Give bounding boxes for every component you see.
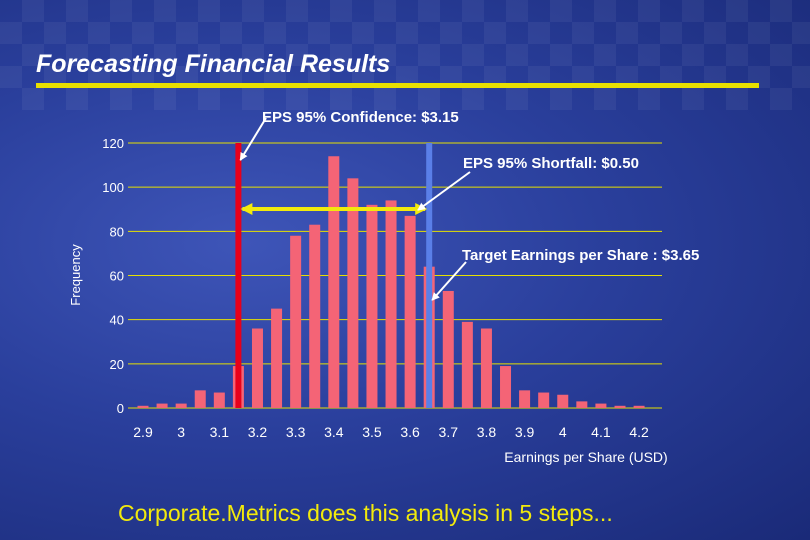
chart-axis-ticks: 0 20 40 60 80 100 120 2.9 3 3.1 3.2 3.3 3.4 3.5 3.6 3.7… xyxy=(102,136,649,440)
x-tick-label: 3.7 xyxy=(439,424,459,440)
y-tick-label: 120 xyxy=(102,136,124,151)
target-pointer-arrow xyxy=(431,261,467,301)
histogram-bar xyxy=(538,392,550,408)
y-tick-label: 60 xyxy=(110,269,124,284)
histogram-bar xyxy=(480,328,492,408)
histogram-bar xyxy=(194,390,206,408)
x-tick-label: 4.1 xyxy=(591,424,611,440)
histogram-bar xyxy=(385,200,397,408)
x-tick-label: 3 xyxy=(177,424,185,440)
chart-overlays: EPS 95% Confidence: $3.15 EPS 95% Shortf… xyxy=(235,109,699,408)
y-tick-label: 20 xyxy=(110,357,124,372)
x-tick-label: 3.9 xyxy=(515,424,535,440)
title-underline xyxy=(36,83,759,88)
histogram-bar xyxy=(576,401,588,408)
histogram-bar xyxy=(404,215,416,408)
histogram-bar xyxy=(461,321,473,408)
histogram-bar xyxy=(156,403,168,408)
x-tick-label: 3.5 xyxy=(362,424,382,440)
target-label: Target Earnings per Share : $3.65 xyxy=(462,247,699,264)
histogram-bar xyxy=(251,328,263,408)
histogram-bar xyxy=(595,403,607,408)
x-tick-label: 3.1 xyxy=(210,424,230,440)
histogram-bar xyxy=(347,178,359,408)
slide-title: Forecasting Financial Results xyxy=(36,50,391,78)
x-tick-label: 3.6 xyxy=(400,424,420,440)
y-tick-label: 40 xyxy=(110,313,124,328)
chart-bars xyxy=(137,156,645,408)
x-tick-label: 4.2 xyxy=(629,424,649,440)
x-tick-label: 2.9 xyxy=(133,424,153,440)
histogram-bar xyxy=(137,405,149,408)
footer-caption: Corporate.Metrics does this analysis in … xyxy=(118,500,613,526)
x-tick-label: 3.8 xyxy=(477,424,497,440)
histogram-bar xyxy=(175,403,187,408)
histogram-bar xyxy=(290,235,302,408)
histogram-bar xyxy=(500,366,512,408)
confidence-pointer-arrow xyxy=(239,117,267,161)
x-axis-label: Earnings per Share (USD) xyxy=(504,449,667,465)
background-pattern xyxy=(0,0,810,110)
shortfall-pointer-arrow xyxy=(417,171,471,211)
x-tick-label: 4 xyxy=(559,424,567,440)
histogram-bar xyxy=(271,308,283,408)
histogram-bar xyxy=(519,390,531,408)
x-tick-label: 3.2 xyxy=(248,424,268,440)
histogram-bar xyxy=(633,405,645,408)
histogram-bar xyxy=(557,394,569,408)
shortfall-label: EPS 95% Shortfall: $0.50 xyxy=(463,155,639,172)
y-tick-label: 80 xyxy=(110,224,124,239)
histogram-bar xyxy=(309,224,321,408)
histogram-bar xyxy=(213,392,225,408)
y-axis-label: Frequency xyxy=(68,244,83,306)
histogram-bar xyxy=(328,156,340,408)
y-tick-label: 0 xyxy=(117,401,124,416)
y-tick-label: 100 xyxy=(102,180,124,195)
x-tick-label: 3.3 xyxy=(286,424,306,440)
histogram-bar xyxy=(366,204,378,408)
confidence-label: EPS 95% Confidence: $3.15 xyxy=(262,109,459,126)
histogram-bar xyxy=(442,290,454,408)
x-tick-label: 3.4 xyxy=(324,424,344,440)
histogram-bar xyxy=(614,405,626,408)
